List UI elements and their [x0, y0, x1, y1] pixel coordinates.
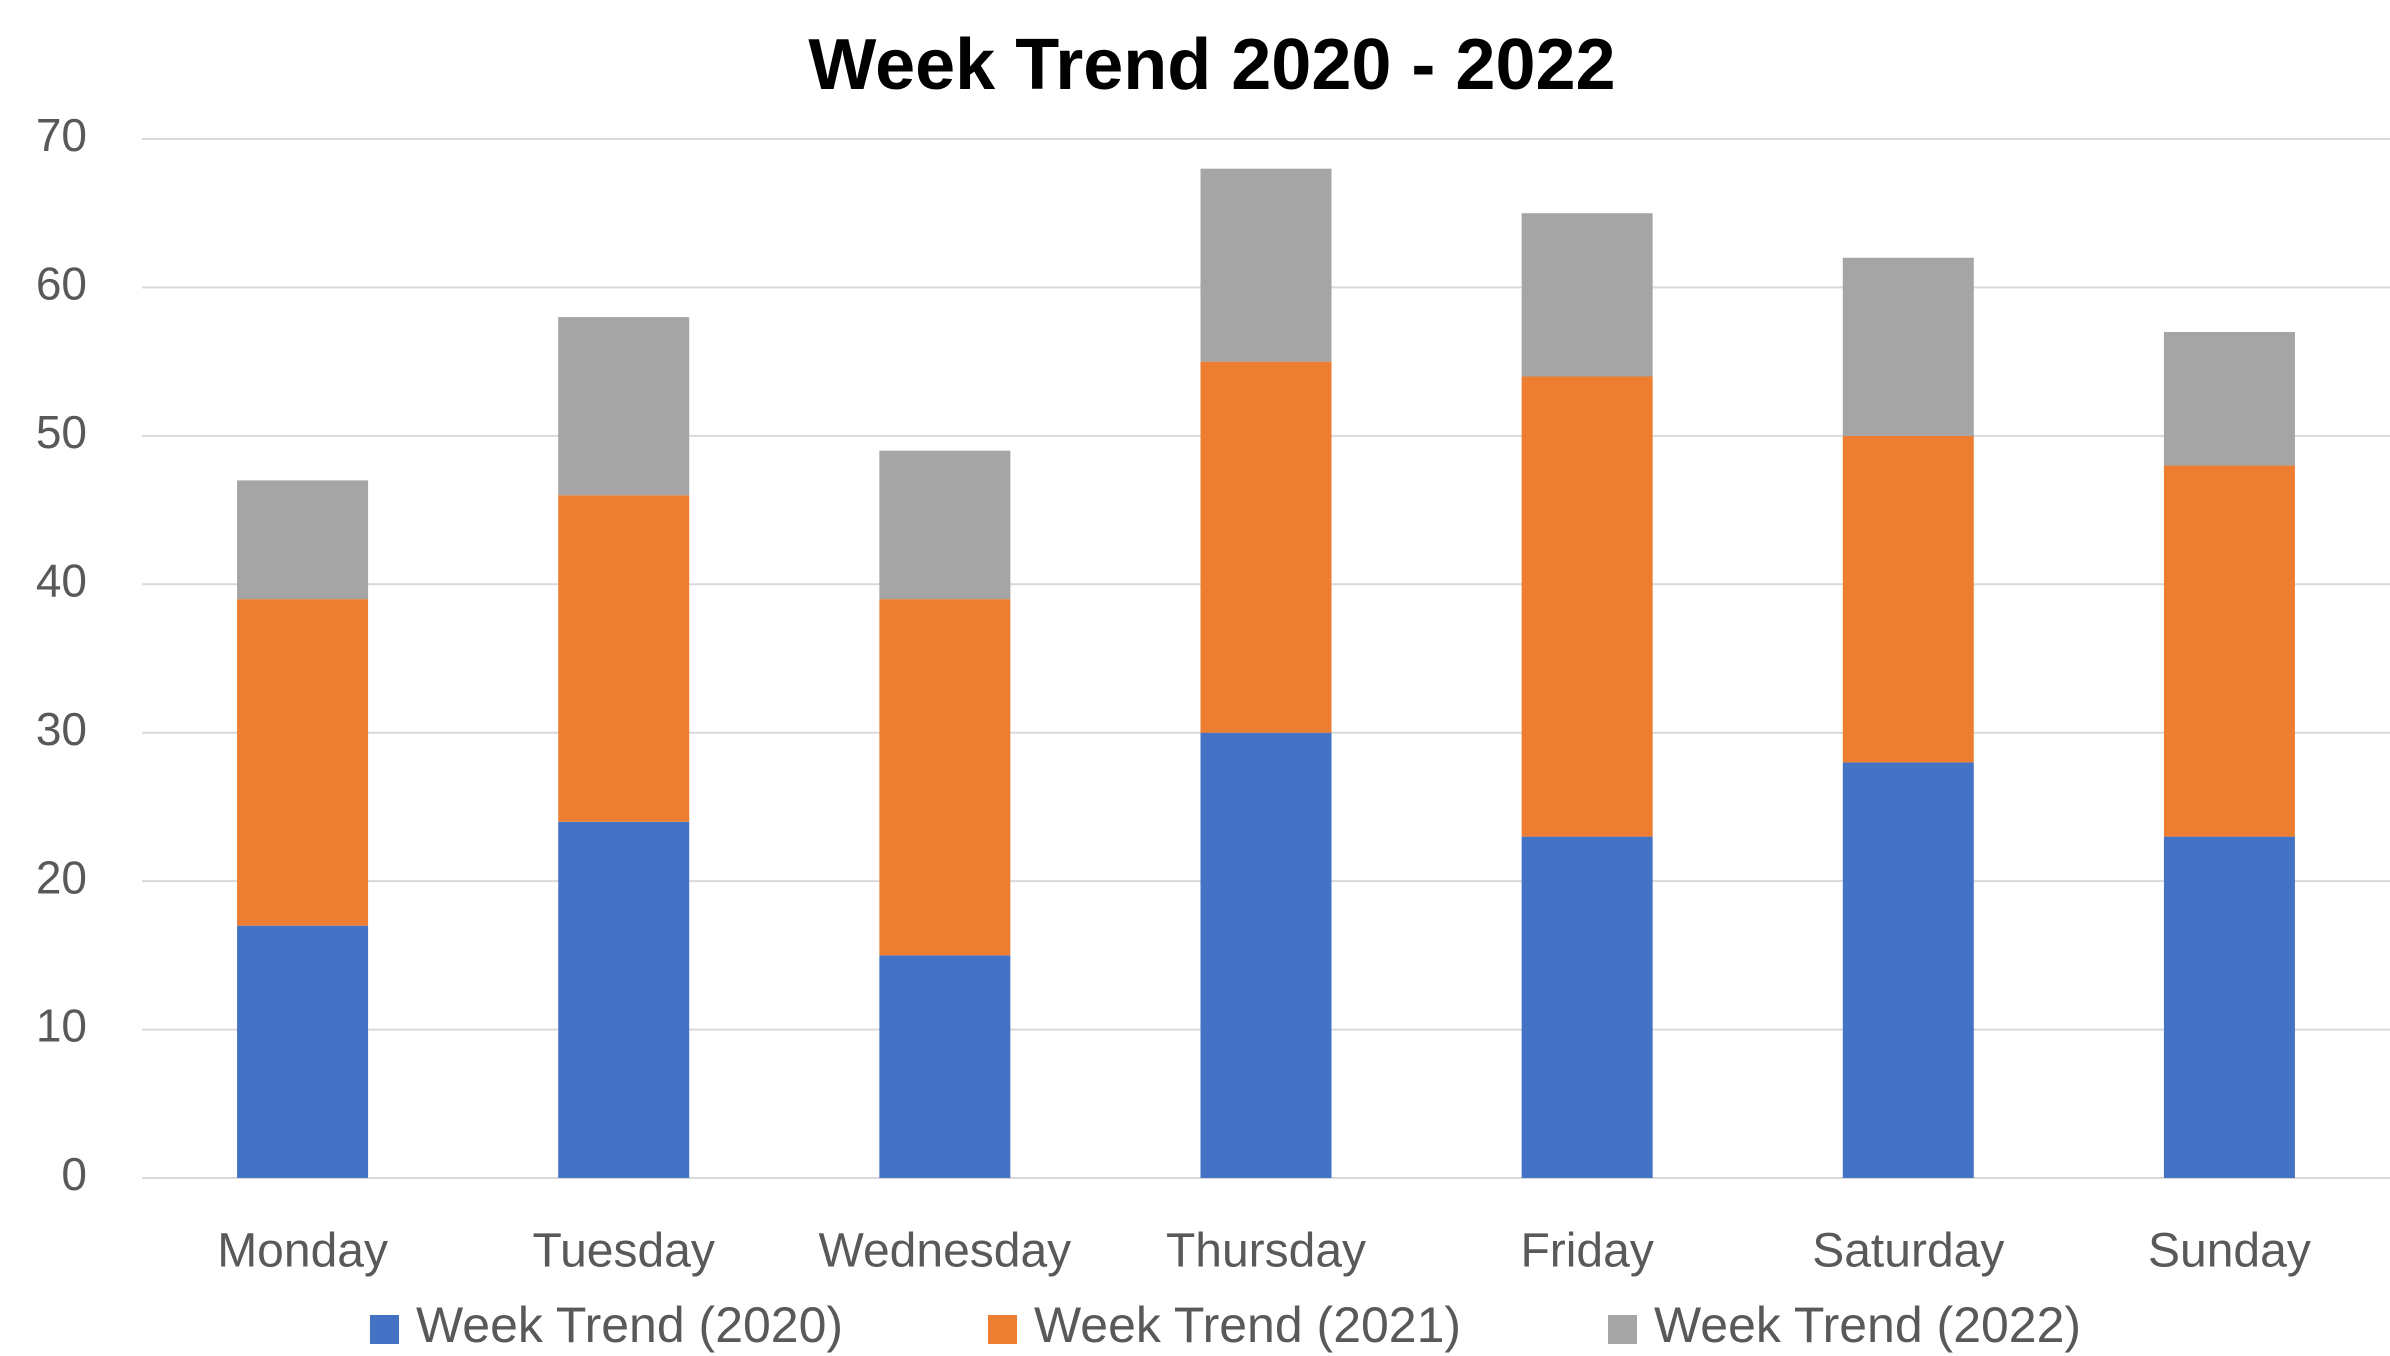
y-tick-label: 60 [36, 258, 87, 310]
bar-segment [879, 599, 1011, 956]
bar-segment [1842, 257, 1974, 436]
bar-segment [1200, 361, 1332, 733]
y-tick-label: 0 [61, 1148, 87, 1200]
legend-label: Week Trend (2020) [416, 1297, 843, 1353]
y-tick-label: 70 [36, 109, 87, 161]
y-tick-label: 20 [36, 851, 87, 903]
x-tick-label: Thursday [1166, 1225, 1366, 1278]
bar-segment [237, 599, 369, 926]
bar-segment [558, 495, 690, 822]
x-tick-label: Tuesday [533, 1225, 715, 1278]
bar-segment [1842, 435, 1974, 763]
x-tick-label: Monday [217, 1225, 388, 1278]
y-tick-label: 40 [36, 554, 87, 606]
bar-segment [1200, 732, 1332, 1178]
y-tick-label: 50 [36, 406, 87, 458]
bar-segment [558, 317, 690, 496]
bar-segment [879, 450, 1011, 600]
bar-segment [237, 480, 369, 600]
bar-segment [1842, 762, 1974, 1178]
bar-segment [2163, 836, 2295, 1178]
bar-segment [879, 955, 1011, 1178]
bar-segment [237, 925, 369, 1178]
bar-segment [1521, 213, 1653, 377]
bar-segment [558, 821, 690, 1178]
legend-swatch [370, 1315, 399, 1344]
legend-swatch [988, 1315, 1017, 1344]
legend-label: Week Trend (2021) [1034, 1297, 1461, 1353]
chart-title: Week Trend 2020 - 2022 [808, 25, 1615, 105]
x-tick-label: Friday [1520, 1225, 1653, 1278]
x-tick-label: Sunday [2148, 1225, 2311, 1278]
x-tick-label: Saturday [1812, 1225, 2004, 1278]
y-tick-label: 30 [36, 703, 87, 755]
bar-segment [2163, 465, 2295, 837]
bar-segment [1521, 836, 1653, 1178]
legend-label: Week Trend (2022) [1654, 1297, 2081, 1353]
bar-segment [2163, 331, 2295, 466]
bar-segment [1200, 168, 1332, 362]
y-tick-label: 10 [36, 1000, 87, 1052]
x-tick-label: Wednesday [819, 1225, 1072, 1278]
bar-segment [1521, 376, 1653, 837]
legend-swatch [1608, 1315, 1637, 1344]
